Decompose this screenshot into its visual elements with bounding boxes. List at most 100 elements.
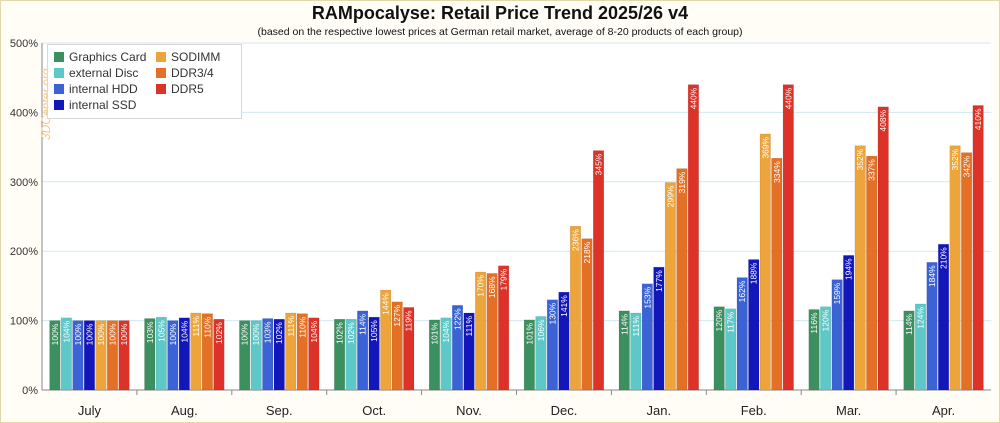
bar (938, 244, 950, 391)
bar (106, 320, 119, 391)
bar (523, 319, 535, 391)
bar (273, 318, 285, 391)
bar (949, 145, 961, 391)
data-label: 100% (251, 323, 261, 345)
data-label: 210% (939, 247, 949, 269)
bar (759, 133, 771, 391)
bar (820, 306, 832, 391)
x-tick-label: Feb. (741, 403, 767, 418)
legend-label-ddr5: DDR5 (171, 82, 204, 96)
bar (725, 308, 737, 391)
bar (357, 310, 369, 391)
legend-label-external-disc: external Disc (69, 66, 139, 80)
bar (463, 312, 475, 391)
data-label: 144% (381, 293, 391, 315)
data-label: 105% (156, 320, 166, 342)
data-label: 104% (441, 320, 451, 342)
legend-label-sodimm: SODIMM (171, 50, 221, 64)
bar (676, 168, 688, 391)
legend-swatch-graphics-card (54, 52, 64, 62)
data-label: 104% (61, 320, 71, 342)
data-label: 122% (453, 308, 463, 330)
data-label: 100% (73, 323, 83, 345)
data-label: 319% (677, 171, 687, 193)
bar (167, 320, 179, 391)
bar (736, 277, 748, 391)
data-label: 440% (783, 87, 793, 109)
bar (914, 303, 927, 391)
y-tick-label: 300% (10, 177, 38, 189)
legend-item-sodimm: SODIMM (156, 49, 220, 65)
bar (618, 310, 630, 391)
data-label: 124% (916, 307, 926, 329)
bar (831, 279, 843, 391)
legend-swatch-sodimm (156, 52, 166, 62)
bar (808, 309, 820, 391)
bar (428, 319, 440, 391)
data-label: 101% (524, 322, 534, 344)
chart-legend: Graphics Card external Disc internal HDD… (47, 44, 242, 119)
bar (380, 289, 392, 391)
bar (593, 150, 605, 391)
x-tick-label: Mar. (836, 403, 861, 418)
data-label: 104% (179, 320, 189, 342)
bar (972, 105, 984, 391)
bar (440, 317, 452, 391)
data-label: 440% (688, 87, 698, 109)
data-label: 130% (547, 302, 557, 324)
chart-subtitle: (based on the respective lowest prices a… (257, 26, 743, 38)
y-tick-label: 200% (10, 246, 38, 258)
data-label: 120% (714, 309, 724, 331)
bar (664, 182, 676, 391)
data-label: 127% (392, 304, 402, 326)
x-tick-label: Jan. (647, 403, 672, 418)
legend-item-graphics-card: Graphics Card (54, 49, 146, 65)
data-label: 119% (404, 310, 414, 332)
bar (285, 312, 297, 391)
bar (713, 306, 725, 391)
data-label: 162% (737, 280, 747, 302)
data-label: 111% (631, 316, 641, 337)
chart-title: RAMpocalyse: Retail Price Trend 2025/26 … (311, 3, 689, 23)
legend-swatch-internal-hdd (54, 84, 64, 94)
data-label: 103% (145, 321, 155, 343)
data-label: 111% (286, 316, 296, 337)
legend-item-internal-hdd: internal HDD (54, 81, 138, 97)
x-tick-label: Nov. (456, 403, 482, 418)
y-tick-label: 500% (10, 38, 38, 50)
bar (95, 320, 107, 391)
bar (630, 312, 642, 391)
data-label: 100% (168, 323, 178, 345)
bar (49, 320, 61, 391)
bar (569, 225, 581, 391)
bar (262, 318, 274, 391)
bar (558, 291, 570, 391)
legend-swatch-ddr5 (156, 84, 166, 94)
data-label: 111% (191, 316, 201, 337)
data-label: 153% (642, 286, 652, 308)
bar (308, 317, 320, 391)
data-label: 236% (570, 229, 580, 251)
data-label: 184% (927, 265, 937, 287)
y-tick-label: 0% (22, 385, 38, 397)
data-label: 141% (559, 295, 569, 317)
data-label: 110% (297, 316, 307, 338)
data-label: 103% (263, 321, 273, 343)
bar (546, 299, 558, 391)
data-label: 101% (429, 322, 439, 344)
bar (403, 307, 415, 391)
bar (213, 318, 225, 391)
bar (190, 312, 202, 391)
data-label: 170% (476, 275, 486, 297)
data-label: 337% (867, 159, 877, 181)
bar (155, 316, 167, 391)
bar (581, 238, 593, 391)
data-label: 116% (809, 312, 819, 334)
legend-label-ddr3-4: DDR3/4 (171, 66, 214, 80)
bar (250, 320, 262, 391)
bar (903, 310, 915, 391)
legend-swatch-external-disc (54, 68, 64, 78)
data-label: 299% (665, 185, 675, 207)
data-label: 120% (821, 309, 831, 331)
